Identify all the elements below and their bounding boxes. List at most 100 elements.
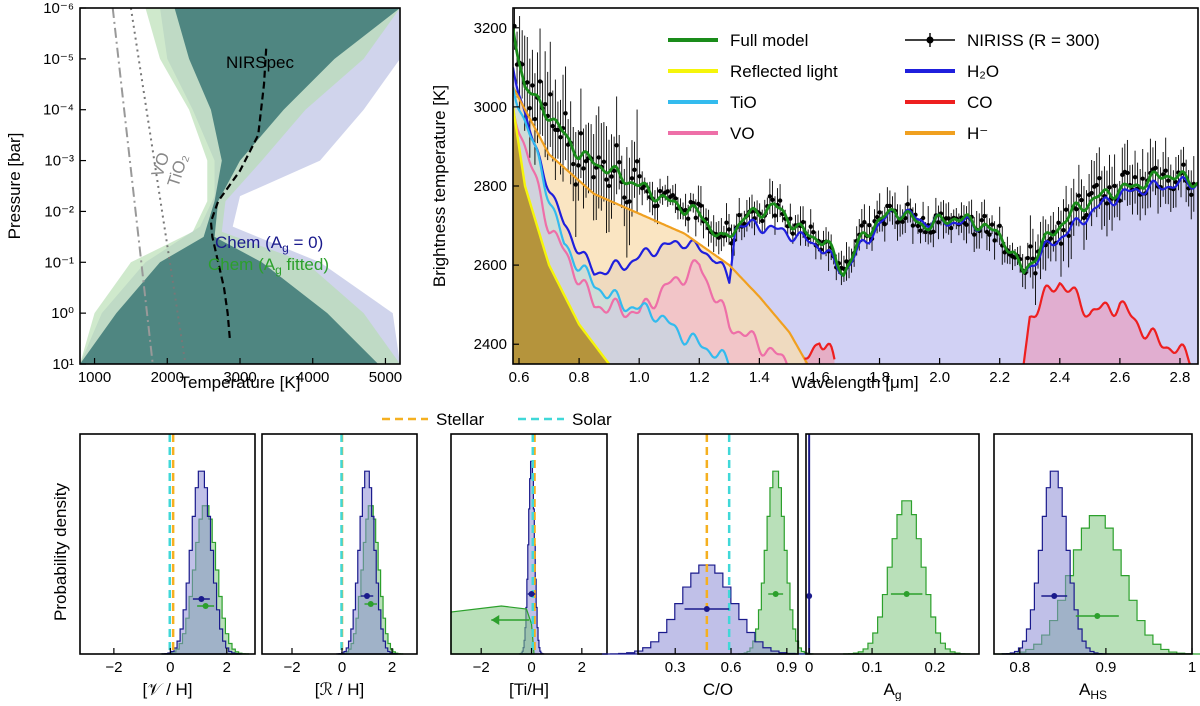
niriss-point [767,194,773,199]
niriss-point [1140,176,1145,181]
posterior-xtick-label: 0.9 [1095,659,1116,676]
niriss-point [578,131,584,136]
posterior-panel: −2 0 2 [Ti/H] [450,433,608,699]
pt-ticks: 1000 2000 3000 4000 5000 10⁻⁶ 10⁻⁵ 10⁻⁴ 10⁻³ 10⁻²… [43,0,402,386]
niriss-point [788,216,793,221]
niriss-point [1112,183,1117,189]
niriss-point [997,223,1002,229]
niriss-point [979,217,985,223]
pt-band-core [80,8,400,364]
niriss-point [1056,220,1061,226]
spectrum-xtick-label: 1.8 [869,369,890,386]
pt-ytick-label: 10⁻¹ [44,254,74,271]
niriss-point [1079,197,1084,203]
niriss-point [1048,236,1053,241]
niriss-point [987,232,992,237]
niriss-point [609,174,614,179]
niriss-point [637,174,642,179]
niriss-point [1089,190,1094,196]
niriss-point [693,215,699,221]
niriss-point [525,80,530,85]
posterior-xtick-label: 0 [338,659,346,676]
spectrum-xtick-label: 2.6 [1109,369,1130,386]
co-area-2 [1023,283,1198,364]
posterior-xtick-label: 0.9 [776,659,797,676]
posterior-frame [79,433,256,655]
niriss-point [874,214,880,220]
nirspec-profile-line [209,48,268,339]
niriss-point [583,158,589,164]
legend-solar-label: Solar [572,410,612,429]
niriss-point [862,220,867,225]
spectrum-ytick-label: 3000 [474,99,507,116]
spectrum-xtick-label: 1.2 [689,369,710,386]
niriss-point [548,92,553,97]
spectrum-fills [513,67,1198,364]
vo-line [513,106,788,364]
spectrum-ytick-label: 2800 [474,178,507,195]
niriss-point [617,159,622,165]
posterior-xtick-label: 2 [578,659,586,676]
niriss-point [550,123,556,129]
niriss-point [673,196,678,201]
niriss-point [1074,206,1079,212]
posterior-frame [993,433,1193,655]
green-median-dot [1094,613,1101,619]
tio2-condensation-curve [129,7,187,365]
niriss-point [1120,172,1125,178]
niriss-point [657,188,663,194]
posterior-xtick-label: 0 [805,659,813,676]
pt-ytick-label: 10⁻⁴ [43,102,74,119]
nirspec-annotation: NIRSpec [226,53,295,72]
niriss-point [1081,215,1087,221]
niriss-point [1028,244,1033,249]
niriss-point [770,197,775,202]
niriss-point [1181,162,1186,167]
ti-upper-limit-arrowhead [491,615,500,625]
niriss-point [1107,185,1112,190]
reference-legend: Stellar Solar [382,410,612,429]
pt-ytick-label: 10⁰ [51,305,74,322]
posterior-frame [450,433,608,655]
niriss-point [900,219,905,225]
niriss-point [1033,271,1038,276]
niriss-point [581,166,586,171]
pt-xtick-label: 5000 [369,369,402,386]
posterior-panel: 0.8 0.9 1 AHS [993,433,1200,702]
niriss-point [571,161,576,167]
posterior-xtick-label: 0 [166,659,174,676]
niriss-point [1104,201,1110,206]
niriss-point [992,238,997,243]
posterior-frame [637,433,799,655]
co-line-2 [1022,282,1192,364]
spectrum-legend: Full model Reflected light TiO VO NIRISS (R … [668,31,1100,143]
tio-area [513,87,730,364]
niriss-point [724,220,729,225]
posterior-xtick-label: 0.8 [1009,659,1030,676]
legend-label: H⁻ [967,124,988,143]
niriss-point [910,223,916,228]
spectrum-xtick-label: 1.4 [749,369,770,386]
niriss-point [1163,168,1168,173]
ti-green-flat-hist [450,605,535,655]
niriss-point [1125,170,1130,176]
niriss-point [1084,212,1089,218]
niriss-point [867,223,872,228]
spectrum-xtick-label: 1.0 [629,369,650,386]
posterior-xtick-label: 0.3 [665,659,686,676]
niriss-point [604,177,609,182]
posterior-panel: 0.3 0.6 0.9 C/O [602,433,814,699]
co-area-1 [804,343,835,364]
pt-xtick-label: 1000 [78,369,111,386]
niriss-point [665,189,670,194]
niriss-point [632,167,637,173]
niriss-point [1030,256,1036,261]
niriss-point [1097,175,1102,181]
pt-xtick-label: 2000 [151,369,184,386]
niriss-point [859,223,865,228]
posterior-panels: Stellar Solar −2 0 2 [𝒱 / H] −2 0 2 [ℛ / H] −2 0 2 [… [51,410,1200,702]
spectrum-ticks: 0.6 0.8 1.0 1.2 1.4 1.6 1.8 2.0 2.2 2.4 2.6 2.8 2400… [474,20,1191,386]
reflected-line [513,106,611,364]
niriss-point [737,212,742,218]
